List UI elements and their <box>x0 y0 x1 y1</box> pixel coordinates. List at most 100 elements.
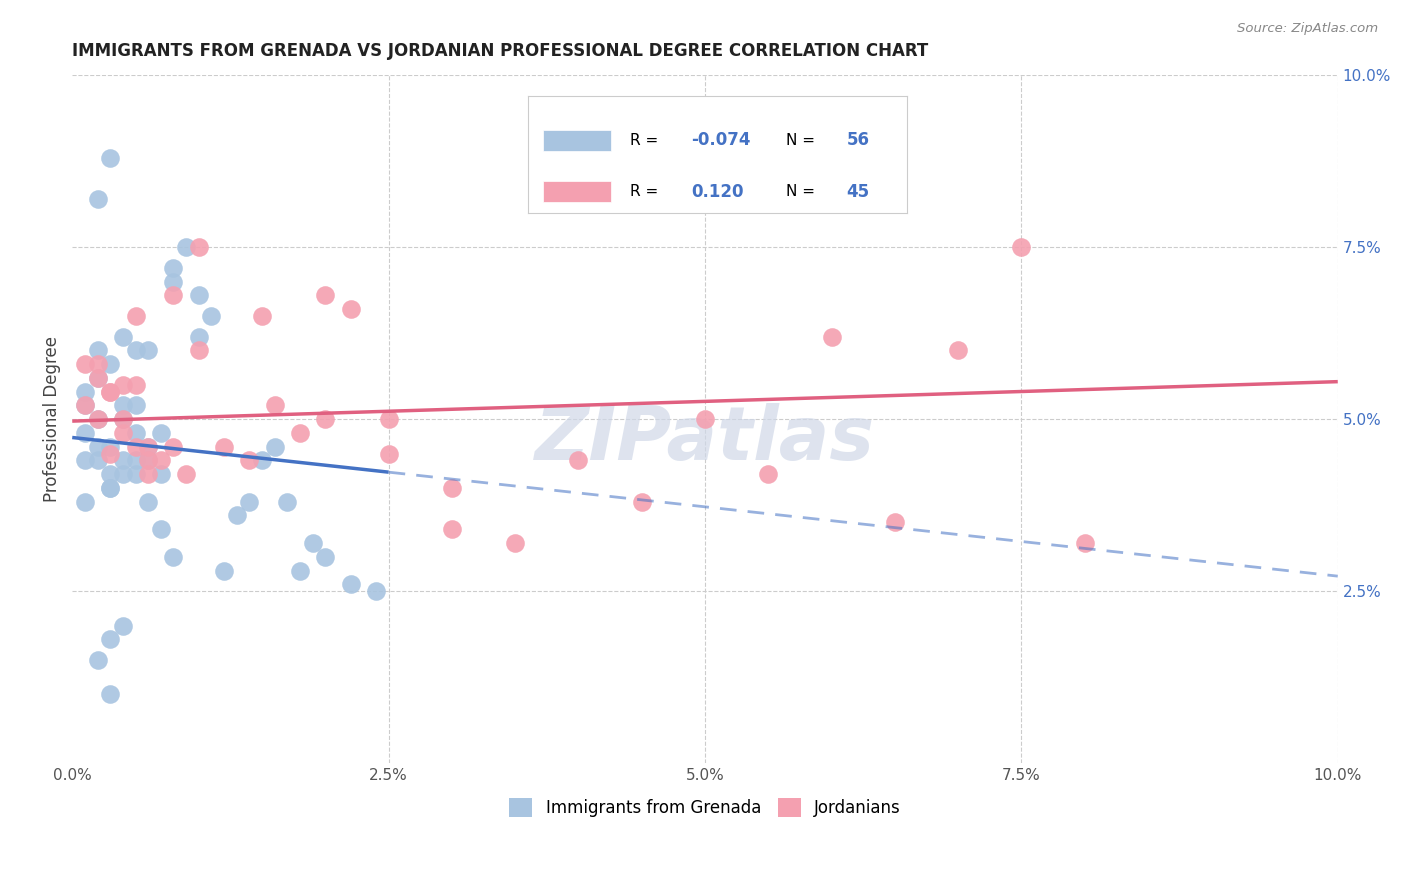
Legend: Immigrants from Grenada, Jordanians: Immigrants from Grenada, Jordanians <box>502 791 908 823</box>
Point <box>440 481 463 495</box>
Point <box>73 425 96 440</box>
Point <box>136 343 159 358</box>
Point <box>200 309 222 323</box>
Point <box>314 549 336 564</box>
Point <box>124 377 146 392</box>
Point <box>162 260 184 275</box>
Point <box>111 467 134 482</box>
Point <box>250 453 273 467</box>
Point <box>693 412 716 426</box>
Point <box>73 494 96 508</box>
Point <box>98 440 121 454</box>
Point <box>187 240 209 254</box>
Point <box>820 329 842 343</box>
Point <box>238 494 260 508</box>
Point <box>111 377 134 392</box>
Point <box>111 618 134 632</box>
Point <box>86 371 108 385</box>
Point <box>86 357 108 371</box>
Text: IMMIGRANTS FROM GRENADA VS JORDANIAN PROFESSIONAL DEGREE CORRELATION CHART: IMMIGRANTS FROM GRENADA VS JORDANIAN PRO… <box>72 42 928 60</box>
Point <box>288 564 311 578</box>
Point <box>314 412 336 426</box>
Point <box>1073 536 1095 550</box>
Point <box>136 467 159 482</box>
Point <box>86 192 108 206</box>
Point <box>98 467 121 482</box>
Point <box>136 453 159 467</box>
Point <box>174 467 197 482</box>
Point <box>111 412 134 426</box>
Point <box>73 398 96 412</box>
Point <box>162 288 184 302</box>
Point <box>225 508 247 523</box>
Point <box>162 549 184 564</box>
Point <box>98 384 121 399</box>
Point <box>98 632 121 647</box>
Point <box>98 481 121 495</box>
Point <box>98 384 121 399</box>
Point <box>162 275 184 289</box>
Point <box>98 151 121 165</box>
Point <box>288 425 311 440</box>
Point <box>162 440 184 454</box>
Y-axis label: Professional Degree: Professional Degree <box>44 336 60 502</box>
Point <box>301 536 323 550</box>
Point <box>86 453 108 467</box>
Point <box>124 309 146 323</box>
Point <box>339 577 361 591</box>
Point <box>98 687 121 701</box>
Point <box>136 494 159 508</box>
Point <box>630 494 652 508</box>
Point <box>1010 240 1032 254</box>
Point <box>276 494 298 508</box>
Point <box>111 329 134 343</box>
Point <box>440 522 463 536</box>
Point <box>149 467 172 482</box>
Point <box>263 398 285 412</box>
Point <box>86 412 108 426</box>
Point <box>250 309 273 323</box>
Point <box>339 302 361 317</box>
Point <box>136 440 159 454</box>
Point <box>883 516 905 530</box>
Point <box>73 453 96 467</box>
Point <box>98 446 121 460</box>
Point <box>377 446 399 460</box>
Point <box>149 522 172 536</box>
Text: Source: ZipAtlas.com: Source: ZipAtlas.com <box>1237 22 1378 36</box>
Point <box>263 440 285 454</box>
Point <box>503 536 526 550</box>
Point <box>377 412 399 426</box>
Point <box>149 453 172 467</box>
Point <box>111 398 134 412</box>
Point <box>86 371 108 385</box>
Point <box>187 343 209 358</box>
Point <box>212 440 235 454</box>
Point <box>86 440 108 454</box>
Point <box>98 357 121 371</box>
Point <box>73 384 96 399</box>
Point <box>149 425 172 440</box>
Point <box>136 453 159 467</box>
Point <box>124 467 146 482</box>
Text: ZIPatlas: ZIPatlas <box>536 403 875 476</box>
Point <box>187 329 209 343</box>
Point <box>946 343 969 358</box>
Point <box>187 288 209 302</box>
Point <box>124 440 146 454</box>
Point <box>98 481 121 495</box>
Point <box>73 357 96 371</box>
Point <box>212 564 235 578</box>
Point <box>124 453 146 467</box>
Point <box>567 453 589 467</box>
Point <box>136 440 159 454</box>
Point <box>86 653 108 667</box>
Point <box>124 425 146 440</box>
Point <box>238 453 260 467</box>
Point <box>86 412 108 426</box>
Point <box>111 412 134 426</box>
Point <box>86 343 108 358</box>
Point <box>73 398 96 412</box>
Point <box>111 425 134 440</box>
Point <box>124 398 146 412</box>
